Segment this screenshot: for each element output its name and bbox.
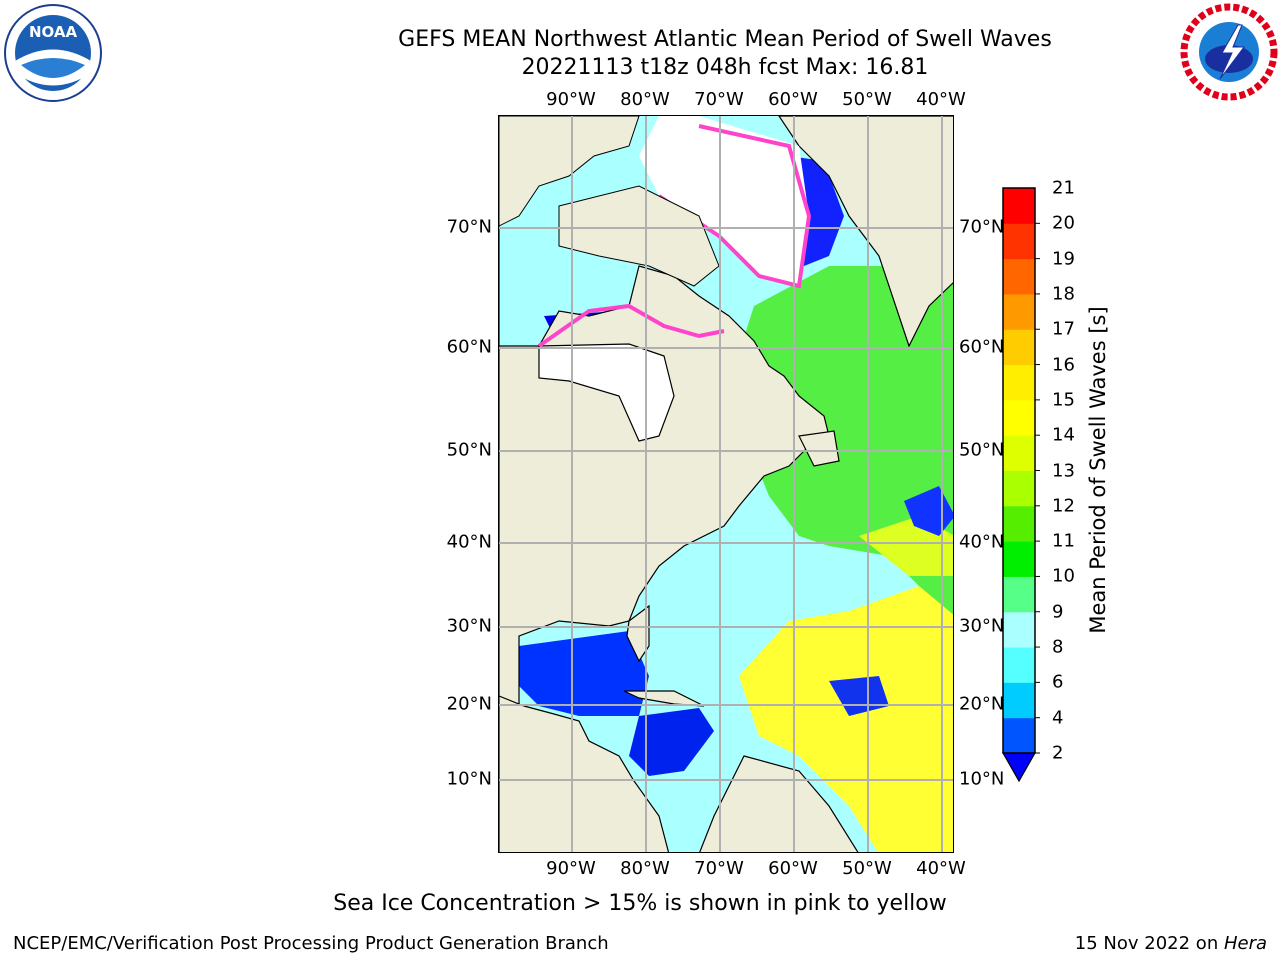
colorbar-segment [1003, 611, 1035, 648]
lat-label-right: 10°N [959, 768, 1005, 790]
lat-label-left: 50°N [446, 439, 492, 461]
land-greenland [778, 116, 953, 348]
colorbar-underflow-arrow [1001, 752, 1037, 783]
colorbar-tick-label: 2 [1052, 742, 1064, 764]
lat-label-left: 40°N [446, 531, 492, 553]
colorbar-segment [1003, 541, 1035, 577]
colorbar-segment [1003, 682, 1035, 719]
lat-label-left: 10°N [446, 768, 492, 790]
colorbar-tick-label: 21 [1052, 177, 1075, 199]
sea-ice-note: Sea Ice Concentration > 15% is shown in … [333, 891, 947, 916]
colorbar-tick-label: 16 [1052, 354, 1075, 376]
colorbar-segment [1003, 647, 1035, 683]
lon-label-bottom: 90°W [546, 858, 596, 879]
colorbar-tick-label: 12 [1052, 495, 1075, 517]
colorbar-segment [1003, 188, 1035, 224]
lat-label-left: 30°N [446, 615, 492, 637]
colorbar-tick-label: 4 [1052, 707, 1064, 729]
colorbar-segment [1003, 435, 1035, 471]
map-gridlines [499, 116, 953, 852]
chart-subtitle: 20221113 t18z 048h fcst Max: 16.81 [521, 55, 929, 80]
colorbar-segment [1003, 364, 1035, 401]
lon-label-top: 50°W [842, 89, 892, 110]
lat-label-left: 20°N [446, 693, 492, 715]
colorbar-title: Mean Period of Swell Waves [s] [1086, 306, 1110, 634]
land-arctic-islands [499, 116, 640, 227]
colorbar-tick-label: 6 [1052, 671, 1064, 693]
lat-label-left: 70°N [446, 216, 492, 238]
lat-label-right: 30°N [959, 615, 1005, 637]
land-newfoundland [798, 430, 840, 467]
noaa-logo: NOAA [3, 3, 103, 107]
colorbar-tick-label: 17 [1052, 318, 1075, 340]
swell-region-blue-gulf [519, 631, 649, 716]
lon-label-bottom: 50°W [842, 858, 892, 879]
map-panel [498, 115, 954, 853]
footer-organization: NCEP/EMC/Verification Post Processing Pr… [13, 933, 609, 954]
colorbar-segment [1003, 717, 1035, 754]
swell-region-blue-caribbean [629, 708, 714, 776]
colorbar-tick-label: 11 [1052, 530, 1075, 552]
lon-label-top: 40°W [916, 89, 966, 110]
colorbar-tick-label: 13 [1052, 460, 1075, 481]
lat-label-right: 50°N [959, 439, 1005, 461]
colorbar-tick-label: 10 [1052, 565, 1075, 587]
colorbar-tick-label: 19 [1052, 248, 1075, 270]
colorbar-tick-label: 15 [1052, 389, 1075, 411]
sea-ice-arctic [639, 116, 809, 286]
swell-region-yellow [739, 586, 953, 852]
lon-label-top: 70°W [694, 89, 744, 110]
swell-region-blue-east [904, 486, 953, 536]
colorbar-segment [1003, 258, 1035, 295]
colorbar-segment [1003, 576, 1035, 613]
lat-label-right: 20°N [959, 693, 1005, 715]
lat-label-right: 70°N [959, 216, 1005, 238]
lon-label-bottom: 60°W [768, 858, 818, 879]
colorbar-segment [1003, 399, 1035, 436]
svg-text:NOAA: NOAA [29, 23, 78, 41]
colorbar-tick-label: 9 [1052, 601, 1064, 623]
colorbar-tick-label: 14 [1052, 424, 1075, 446]
swell-region-green [719, 266, 953, 671]
colorbar-segment [1003, 329, 1035, 366]
lon-label-top: 90°W [546, 89, 596, 110]
colorbar-segment [1003, 293, 1035, 330]
lat-label-left: 60°N [446, 336, 492, 358]
map-canvas [499, 116, 953, 852]
colorbar-tick-label: 8 [1052, 636, 1064, 658]
chart-title: GEFS MEAN Northwest Atlantic Mean Period… [398, 27, 1052, 52]
nws-logo [1180, 3, 1278, 105]
colorbar-segment [1003, 470, 1035, 507]
colorbar-segment [1003, 505, 1035, 542]
lon-label-bottom: 40°W [916, 858, 966, 879]
lon-label-top: 80°W [620, 89, 670, 110]
land-central-america [499, 695, 670, 852]
lon-label-bottom: 80°W [620, 858, 670, 879]
colorbar [1001, 187, 1040, 783]
lat-label-right: 40°N [959, 531, 1005, 553]
colorbar-segment [1003, 223, 1035, 260]
lon-label-bottom: 70°W [694, 858, 744, 879]
lat-label-right: 60°N [959, 336, 1005, 358]
colorbar-tick-label: 20 [1052, 212, 1075, 234]
lon-label-top: 60°W [768, 89, 818, 110]
footer-date: 15 Nov 2022 on Hera [1074, 933, 1267, 954]
colorbar-tick-label: 18 [1052, 283, 1075, 305]
